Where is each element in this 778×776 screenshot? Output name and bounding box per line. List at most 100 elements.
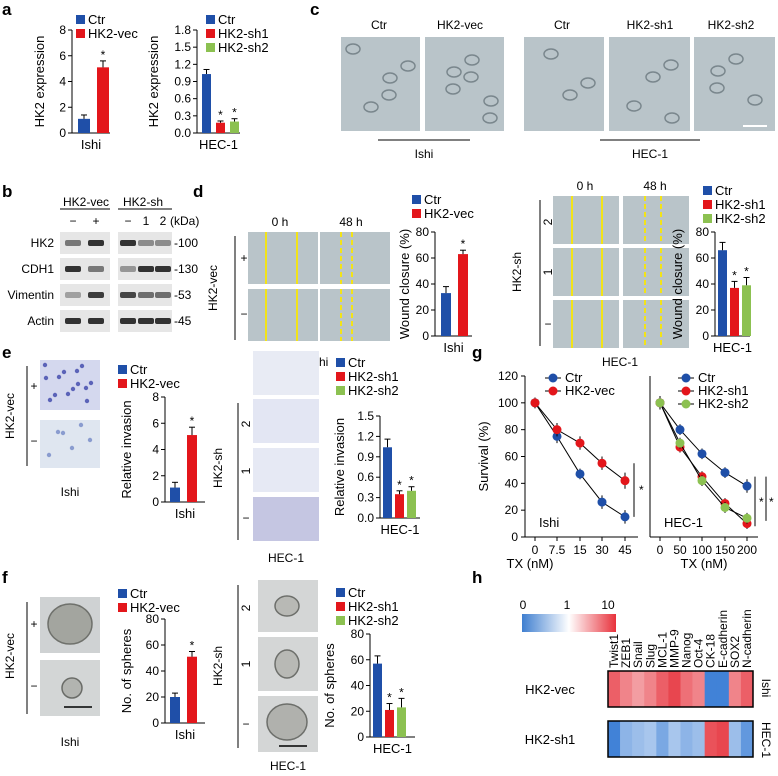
legend-label: HK2-sh2: [698, 396, 749, 411]
invasion-cell: [55, 429, 61, 435]
blot-row-label: HK2: [31, 236, 55, 250]
data-point: [530, 398, 540, 408]
blot-band: [65, 240, 81, 246]
sphere-cell-hec1: HEC-1: [270, 759, 306, 773]
scale-label: 0: [520, 598, 527, 612]
y-tick-label: 0.3: [174, 109, 191, 123]
cell: [747, 94, 763, 106]
blot-lane-label: 2: [160, 214, 167, 228]
heatmap-cell: [620, 721, 633, 757]
cell: [363, 101, 379, 113]
data-point: [675, 438, 685, 448]
wound-image: [248, 232, 318, 284]
legend-label: Ctr: [218, 12, 236, 27]
row-sign: 2: [239, 420, 253, 427]
invasion-image: [40, 420, 100, 468]
sphere-cell-ishi: Ishi: [61, 735, 80, 749]
blot-band: [138, 318, 154, 324]
blot-band: [155, 318, 171, 324]
blot-mw-label: -45: [174, 314, 192, 328]
x-tick-label: 100: [692, 543, 712, 557]
wound-image: [553, 196, 619, 244]
heatmap-row-frame: [607, 720, 754, 758]
y-tick-label: 120: [498, 369, 518, 383]
legend-label: HK2-vec: [130, 600, 180, 615]
data-point: [720, 468, 730, 478]
heatmap-cell: [692, 721, 705, 757]
heatmap-cell: [644, 671, 657, 707]
y-tick-label: 6: [59, 49, 66, 63]
y-tick-label: 0: [357, 730, 364, 744]
legend-swatch: [336, 386, 345, 395]
panel-letter-e: e: [2, 343, 11, 362]
y-tick-label: 4: [152, 443, 159, 457]
invasion-cell: [46, 452, 52, 458]
y-axis-label: HK2 expression: [32, 36, 47, 128]
x-tick-label: 150: [715, 543, 735, 557]
invasion-cell: [75, 381, 81, 387]
y-tick-label: 20: [351, 704, 365, 718]
invasion-cell: [84, 398, 90, 404]
legend-swatch: [118, 379, 127, 388]
cell: [483, 95, 499, 107]
blot-band: [88, 266, 104, 272]
legend-label: HK2-sh1: [218, 26, 269, 41]
x-tick-label: 0: [657, 543, 664, 557]
wound-image: [553, 300, 619, 348]
legend-label: Ctr: [424, 192, 442, 207]
bar-hk2-sh2: [230, 121, 239, 133]
y-tick-label: 60: [146, 638, 160, 652]
x-tick-label: 15: [573, 543, 587, 557]
bar-hk2-vec: [187, 656, 197, 723]
heatmap-cell-hec1: HEC-1: [759, 722, 773, 758]
significance-star: *: [190, 414, 195, 428]
micrograph-label: HK2-sh2: [708, 18, 755, 32]
y-tick-label: 60: [416, 251, 430, 265]
row-sign: 2: [239, 604, 253, 611]
y-tick-label: 60: [351, 653, 365, 667]
x-group-label: HEC-1: [380, 522, 419, 537]
bar-chart: 0 20 40 60 80 No. of spheres * * HEC-1 CtrHK2-sh1…: [322, 585, 415, 756]
sphere: [274, 649, 300, 679]
y-tick-label: 20: [696, 303, 710, 317]
row-sign: −: [240, 307, 247, 321]
legend-label: Ctr: [130, 362, 148, 377]
blot-band: [88, 318, 104, 324]
legend-marker: [681, 386, 691, 396]
cell: [728, 53, 744, 65]
invasion-cell-hec1: HEC-1: [268, 551, 304, 565]
heatmap-column-label: ZEB1: [619, 638, 633, 668]
heatmap-cell: [656, 721, 669, 757]
micrograph-hec1-hk2-sh1: [609, 37, 690, 131]
significance-star: *: [232, 106, 237, 120]
panel-letter-b: b: [2, 182, 12, 201]
blot-band: [88, 292, 104, 298]
x-axis-label: TX (nM): [507, 556, 554, 571]
scale-label: 10: [601, 598, 615, 612]
y-tick-label: 60: [696, 251, 710, 265]
blot-band: [155, 266, 171, 272]
invasion-image: [253, 351, 319, 395]
y-tick-label: 2: [152, 469, 159, 483]
legend-swatch: [336, 372, 345, 381]
cell: [445, 83, 461, 95]
wound-image: [320, 232, 390, 284]
legend-label: HK2-sh2: [715, 211, 766, 226]
legend-label: Ctr: [698, 370, 716, 385]
row-sign: −: [242, 511, 249, 525]
blot-strip: [60, 284, 110, 306]
heatmap-cell-ishi: Ishi: [759, 679, 773, 698]
x-group-label: HEC-1: [713, 340, 752, 355]
x-tick-label: 30: [595, 543, 609, 557]
blot-band: [88, 240, 104, 246]
cell: [463, 71, 479, 83]
data-point: [575, 438, 585, 448]
y-tick-label: 0.6: [357, 470, 374, 484]
legend-label: HK2-vec: [565, 383, 615, 398]
panel-letter-g: g: [472, 343, 482, 362]
y-axis-label: No. of spheres: [119, 628, 134, 713]
blot-mw-label: -100: [174, 236, 198, 250]
time-label: 48 h: [339, 215, 362, 229]
